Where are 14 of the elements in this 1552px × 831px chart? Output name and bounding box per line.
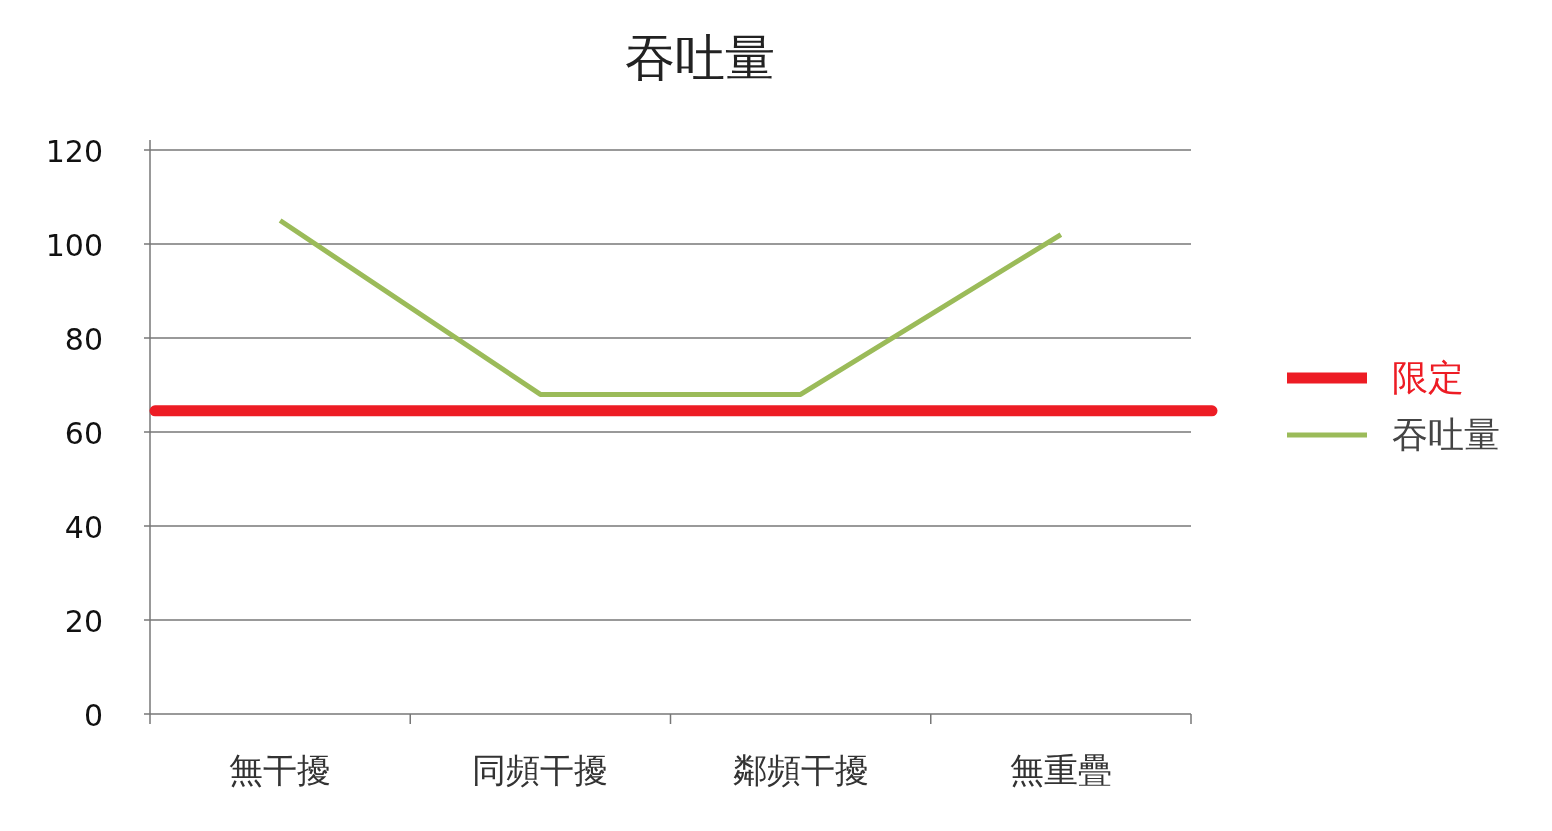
y-tick-label: 80: [64, 322, 103, 357]
y-tick-label: 40: [64, 510, 103, 545]
x-tick-label: 同頻干擾: [472, 750, 609, 790]
x-tick-label: 無干擾: [229, 750, 332, 790]
y-tick-label: 20: [64, 604, 103, 639]
x-tick-label: 鄰頻干擾: [732, 750, 869, 790]
x-tick-label: 無重疊: [1009, 750, 1112, 790]
ref-line-label: 限定: [1392, 357, 1464, 398]
y-tick-label: 0: [83, 698, 103, 733]
y-tick-label: 100: [45, 228, 103, 263]
legend-label: 吞吐量: [1392, 414, 1500, 455]
chart-title: 吞吐量: [625, 29, 775, 87]
y-tick-label: 120: [45, 134, 103, 169]
y-tick-label: 60: [64, 416, 103, 451]
